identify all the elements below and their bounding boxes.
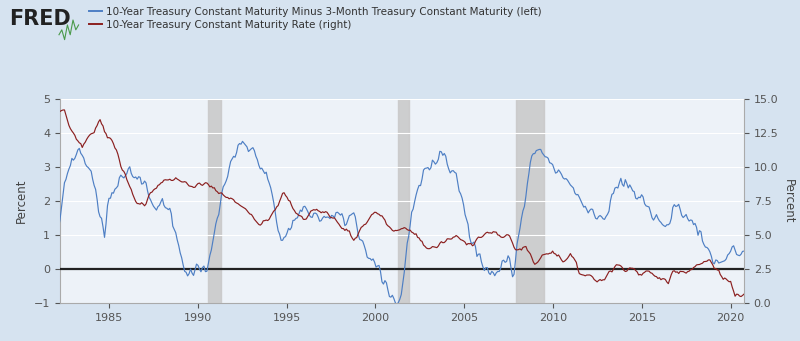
Y-axis label: Percent: Percent xyxy=(782,179,795,223)
Bar xyxy=(516,99,544,303)
Y-axis label: Percent: Percent xyxy=(15,179,28,223)
Bar xyxy=(398,99,410,303)
Text: FRED: FRED xyxy=(10,9,71,29)
Bar xyxy=(208,99,222,303)
Legend: 10-Year Treasury Constant Maturity Minus 3-Month Treasury Constant Maturity (lef: 10-Year Treasury Constant Maturity Minus… xyxy=(90,7,542,30)
